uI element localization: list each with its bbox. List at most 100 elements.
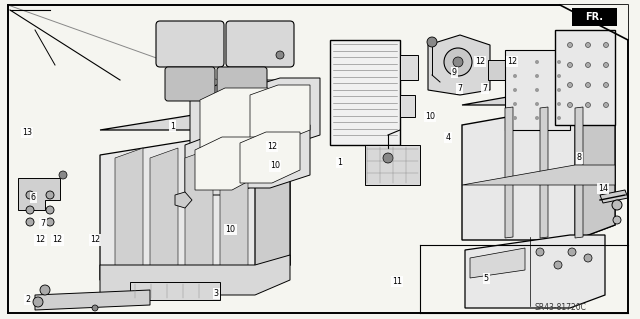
Circle shape [568,248,576,256]
Circle shape [40,285,50,295]
Polygon shape [150,148,178,275]
Polygon shape [240,78,320,148]
Polygon shape [255,105,290,280]
Polygon shape [18,178,60,210]
Circle shape [59,171,67,179]
Text: 11: 11 [392,277,402,286]
FancyBboxPatch shape [226,21,294,67]
Circle shape [568,83,573,87]
Circle shape [604,83,609,87]
Bar [400,95,415,117]
Polygon shape [115,148,143,275]
Circle shape [427,37,437,47]
Circle shape [535,60,539,64]
Text: 7: 7 [457,84,462,93]
Text: 10: 10 [225,225,236,234]
Text: SR43-81720C: SR43-81720C [534,303,586,313]
Circle shape [613,216,621,224]
Bar [488,60,513,80]
Circle shape [584,254,592,262]
Circle shape [586,42,591,48]
Bar [130,282,220,300]
Circle shape [557,102,561,106]
Circle shape [568,102,573,108]
Polygon shape [600,190,628,203]
Polygon shape [230,125,310,188]
Circle shape [453,57,463,67]
Polygon shape [250,85,310,142]
Polygon shape [575,107,583,238]
Text: 10: 10 [270,161,280,170]
Text: 12: 12 [507,57,517,66]
Circle shape [513,116,517,120]
Polygon shape [100,130,290,280]
Polygon shape [462,85,615,105]
Circle shape [557,116,561,120]
Circle shape [513,88,517,92]
Polygon shape [185,130,270,195]
Text: 5: 5 [484,274,489,283]
Circle shape [33,297,43,307]
Polygon shape [470,248,525,278]
Polygon shape [200,88,268,148]
Text: 1: 1 [337,158,342,167]
Circle shape [535,116,539,120]
Polygon shape [35,290,150,310]
Circle shape [535,102,539,106]
Circle shape [586,102,591,108]
Circle shape [568,42,573,48]
Text: 2: 2 [25,295,30,304]
Text: 1: 1 [170,122,175,130]
Circle shape [46,191,54,199]
Text: 4: 4 [445,133,451,142]
Circle shape [586,63,591,68]
Circle shape [612,200,622,210]
Circle shape [26,206,34,214]
Text: 12: 12 [52,235,63,244]
Polygon shape [240,132,300,183]
Circle shape [557,74,561,78]
Polygon shape [465,235,605,308]
Circle shape [535,74,539,78]
Circle shape [444,48,472,76]
Text: 6: 6 [31,193,36,202]
Bar [572,8,617,26]
Circle shape [586,83,591,87]
Circle shape [26,191,34,199]
Bar [555,30,615,125]
Text: 12: 12 [267,142,277,151]
Text: 13: 13 [22,128,32,137]
Circle shape [46,218,54,226]
Polygon shape [220,148,248,275]
Circle shape [513,102,517,106]
Circle shape [604,42,609,48]
Polygon shape [540,107,548,238]
Polygon shape [195,137,260,190]
Polygon shape [100,255,290,295]
Text: 7: 7 [483,84,488,93]
Circle shape [557,88,561,92]
Polygon shape [462,105,615,240]
Polygon shape [560,5,628,40]
Text: 12: 12 [90,235,100,244]
FancyBboxPatch shape [165,67,215,101]
Bar [400,55,418,80]
Circle shape [276,51,284,59]
Circle shape [554,261,562,269]
Circle shape [568,63,573,68]
Polygon shape [185,148,213,275]
Bar [330,40,400,145]
Circle shape [535,88,539,92]
Polygon shape [505,107,513,238]
Circle shape [46,206,54,214]
Text: 9: 9 [452,68,457,77]
Circle shape [513,60,517,64]
FancyBboxPatch shape [217,67,267,101]
Text: 12: 12 [35,235,45,244]
Text: 10: 10 [425,112,435,121]
Text: 14: 14 [598,184,608,193]
Text: FR.: FR. [585,12,603,22]
Circle shape [604,63,609,68]
Polygon shape [100,105,290,130]
Text: 8: 8 [577,153,582,162]
